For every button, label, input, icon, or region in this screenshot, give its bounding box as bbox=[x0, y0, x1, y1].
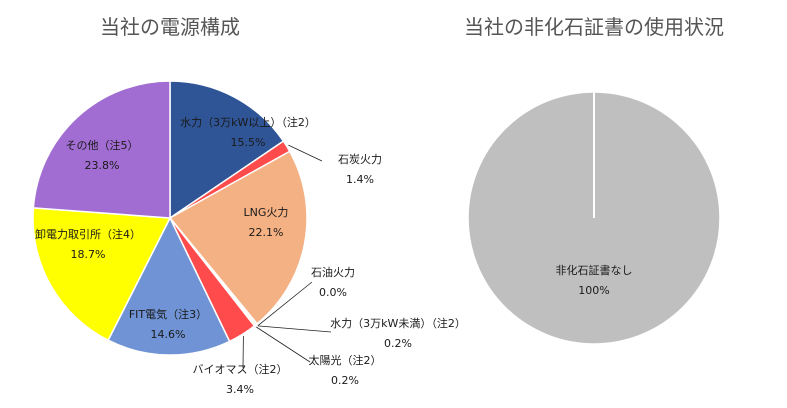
left-slice-0 bbox=[169, 80, 285, 220]
slice-value-2: 22.1% bbox=[249, 226, 284, 239]
slice-labels: 水力（3万kW以上）（注2） 15.5% 石炭火力 1.4% LNG火力 22.1% 石油火… bbox=[35, 115, 633, 396]
left-slice-8 bbox=[32, 207, 172, 342]
slice-label-2: LNG火力 bbox=[244, 206, 289, 219]
left-slice-9 bbox=[32, 80, 171, 219]
left-chart-title: 当社の電源構成 bbox=[100, 15, 240, 39]
slice-value-0: 15.5% bbox=[231, 136, 266, 149]
slice-label-1: 石炭火力 bbox=[338, 153, 382, 166]
right-chart-title: 当社の非化石証書の使用状況 bbox=[464, 15, 724, 39]
left-slice-7 bbox=[107, 216, 231, 356]
slice-value-6: 3.4% bbox=[226, 383, 254, 396]
slice-value-3: 0.0% bbox=[319, 286, 347, 299]
slice-label-9: その他（注5） bbox=[66, 138, 139, 152]
slice-label-7: FIT電気（注3） bbox=[129, 307, 207, 321]
slice-value-7: 14.6% bbox=[151, 328, 186, 341]
leader-lines bbox=[242, 144, 332, 369]
right-pie bbox=[467, 91, 721, 345]
slice-label-5: 太陽光（注2） bbox=[309, 353, 382, 367]
slice-label-8: 卸電力取引所（注4） bbox=[35, 227, 141, 241]
slice-value-5: 0.2% bbox=[331, 374, 359, 387]
slice-label-3: 石油火力 bbox=[311, 265, 355, 279]
slice-label-4: 水力（3万kW未満）（注2） bbox=[330, 316, 466, 330]
leader-line-1 bbox=[288, 144, 323, 162]
left-pie bbox=[32, 80, 308, 356]
slice-value-9: 23.8% bbox=[85, 159, 120, 172]
right-slice-label-0: 非化石証書なし bbox=[556, 263, 633, 277]
left-slice-2 bbox=[168, 150, 308, 325]
leader-line-5 bbox=[256, 326, 311, 363]
slice-value-8: 18.7% bbox=[71, 248, 106, 261]
slice-value-1: 1.4% bbox=[346, 173, 374, 186]
leader-line-3 bbox=[258, 281, 313, 326]
leader-line-4 bbox=[257, 325, 332, 333]
slice-label-6: バイオマス（注2） bbox=[193, 362, 288, 376]
slice-value-4: 0.2% bbox=[384, 337, 412, 350]
slice-label-0: 水力（3万kW以上）（注2） bbox=[180, 115, 316, 129]
right-slice-value-0: 100% bbox=[578, 284, 609, 297]
